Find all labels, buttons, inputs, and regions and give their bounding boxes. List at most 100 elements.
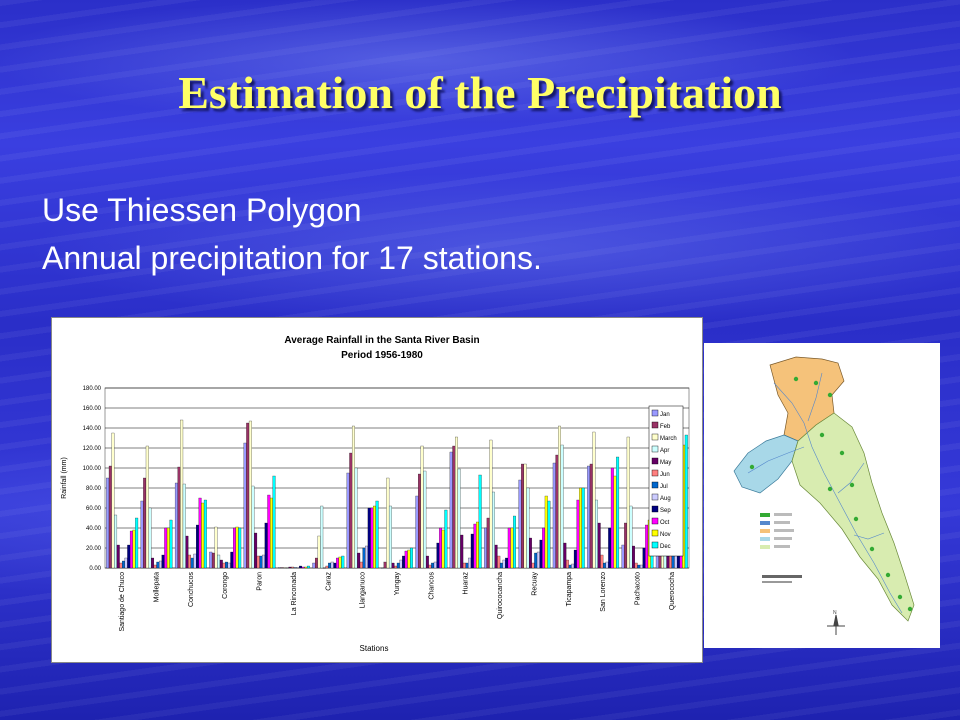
bar-aug-0	[124, 557, 128, 569]
bar-dec-16	[684, 434, 688, 569]
bar-apr-10	[457, 468, 461, 569]
bar-aug-3	[227, 562, 231, 569]
bar-aug-1	[159, 560, 162, 569]
x-tick-label: Corongo	[222, 572, 229, 599]
bar-jul-9	[431, 562, 435, 569]
bar-jun-4	[256, 555, 260, 569]
bar-nov-8	[407, 549, 411, 569]
bar-apr-9	[423, 470, 427, 569]
bar-jan-7	[346, 472, 350, 569]
legend-label-oct: Oct	[660, 520, 670, 526]
bar-march-0	[111, 432, 115, 569]
x-tick-label: Huaraz	[463, 572, 470, 595]
x-tick-label: Llanganuco	[360, 572, 367, 608]
bar-dec-1	[169, 519, 173, 569]
bar-aug-8	[399, 559, 403, 569]
bar-nov-4	[269, 497, 273, 569]
bar-nov-2	[201, 502, 205, 569]
x-tick-label: Pachacoto	[635, 572, 642, 605]
bar-march-10	[455, 436, 458, 569]
bar-jul-15	[637, 564, 641, 569]
bar-aug-9	[433, 561, 437, 569]
legend-swatch-sep	[651, 505, 659, 513]
bar-sep-7	[367, 507, 371, 569]
bar-jul-3	[225, 561, 228, 569]
bar-apr-2	[182, 483, 186, 569]
bar-dec-2	[203, 499, 207, 569]
plot-area	[104, 387, 690, 569]
legend-swatch-dec	[651, 541, 659, 549]
bar-oct-5	[301, 566, 305, 569]
bar-feb-13	[555, 454, 559, 569]
sub-basin-main	[791, 412, 915, 622]
bar-sep-8	[402, 555, 406, 569]
legend-swatch-may	[651, 457, 659, 465]
bar-jun-3	[222, 562, 226, 569]
bar-feb-14	[589, 463, 593, 569]
bar-jul-8	[396, 562, 400, 569]
bar-jan-14	[587, 465, 591, 569]
rainfall-bar-chart: Average Rainfall in the Santa River Basi…	[61, 335, 690, 653]
bar-may-4	[254, 532, 258, 569]
bar-jul-14	[602, 562, 606, 569]
bar-march-1	[145, 445, 149, 569]
bar-nov-13	[579, 487, 583, 569]
bar-dec-6	[341, 555, 345, 569]
bar-may-16	[666, 555, 670, 569]
bar-jan-2	[174, 482, 178, 569]
bar-jul-4	[259, 555, 263, 569]
bar-march-12	[523, 463, 527, 569]
x-tick-label: San Lorenzo	[600, 572, 607, 612]
bar-oct-12	[542, 527, 546, 569]
bar-nov-9	[441, 529, 445, 569]
bar-jul-2	[190, 557, 194, 569]
bar-jun-11	[497, 555, 501, 569]
bullet-list: Use Thiessen Polygon Annual precipitatio…	[42, 186, 542, 282]
legend-label-may: May	[660, 460, 671, 466]
bar-may-12	[529, 537, 532, 569]
legend-swatch-apr	[651, 445, 659, 453]
bar-sep-2	[196, 524, 199, 569]
bar-feb-6	[315, 557, 318, 569]
bar-aug-7	[365, 545, 369, 569]
compass-rose-icon	[827, 614, 845, 635]
bar-sep-11	[505, 557, 509, 569]
bar-dec-14	[616, 456, 620, 569]
bar-jul-1	[156, 561, 160, 569]
bar-aug-6	[330, 561, 334, 569]
x-tick-label: Mollepata	[154, 572, 161, 602]
bar-oct-3	[233, 527, 236, 569]
x-tick-label: Ticapampa	[566, 572, 573, 606]
santa-basin-map: N	[733, 356, 915, 635]
bar-sep-14	[608, 527, 612, 569]
bar-jun-13	[566, 559, 569, 569]
bar-dec-0	[135, 517, 139, 569]
bar-feb-0	[108, 465, 112, 569]
x-tick-label: Caraz	[325, 572, 332, 591]
bar-jul-0	[122, 560, 125, 569]
legend-label-apr: Apr	[660, 448, 669, 454]
bar-feb-2	[177, 466, 181, 569]
legend-swatch-jul	[651, 481, 659, 489]
legend-swatch-nov	[651, 529, 659, 537]
bar-jan-12	[518, 479, 522, 569]
bar-nov-7	[373, 505, 376, 569]
bar-sep-6	[333, 562, 337, 569]
bar-oct-9	[439, 527, 443, 569]
bar-may-5	[288, 566, 292, 569]
x-tick-label: Quirococancha	[497, 572, 504, 619]
bar-jun-15	[634, 562, 638, 569]
bar-jun-7	[359, 561, 363, 569]
bar-feb-5	[280, 567, 284, 569]
bar-oct-8	[404, 550, 408, 569]
bar-nov-14	[613, 475, 617, 569]
bar-sep-10	[470, 533, 474, 569]
legend-label-march: March	[660, 436, 677, 442]
y-tick-label: 80.00	[86, 486, 102, 492]
bar-march-4	[248, 420, 252, 569]
bar-march-9	[420, 445, 424, 569]
bar-jan-10	[449, 451, 453, 569]
legend-label-aug: Aug	[660, 496, 671, 502]
bar-aug-15	[639, 564, 643, 569]
legend-swatch-oct	[651, 517, 659, 525]
